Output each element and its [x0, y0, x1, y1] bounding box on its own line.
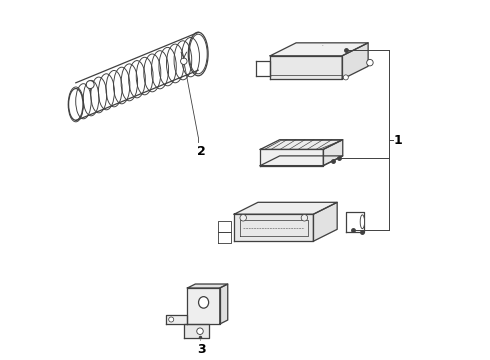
Polygon shape: [342, 43, 368, 79]
Circle shape: [367, 59, 373, 66]
Polygon shape: [220, 284, 228, 324]
Text: 2: 2: [197, 145, 206, 158]
Ellipse shape: [198, 297, 209, 308]
Text: 1: 1: [393, 134, 402, 147]
Polygon shape: [184, 324, 209, 338]
Circle shape: [343, 75, 348, 80]
Polygon shape: [270, 43, 368, 56]
Polygon shape: [260, 156, 343, 166]
Polygon shape: [234, 202, 337, 214]
Polygon shape: [323, 140, 343, 166]
Polygon shape: [166, 315, 187, 324]
Text: .: .: [322, 42, 323, 47]
Circle shape: [197, 328, 203, 334]
Ellipse shape: [86, 81, 94, 89]
Polygon shape: [260, 140, 343, 149]
Circle shape: [180, 58, 187, 64]
Polygon shape: [314, 202, 337, 241]
Polygon shape: [187, 284, 228, 288]
Ellipse shape: [360, 215, 365, 229]
Polygon shape: [260, 149, 323, 166]
Circle shape: [240, 215, 246, 221]
Polygon shape: [187, 288, 220, 324]
Circle shape: [169, 317, 174, 322]
Polygon shape: [234, 214, 314, 241]
Circle shape: [301, 215, 308, 221]
Polygon shape: [270, 56, 342, 79]
Text: 3: 3: [197, 343, 206, 356]
